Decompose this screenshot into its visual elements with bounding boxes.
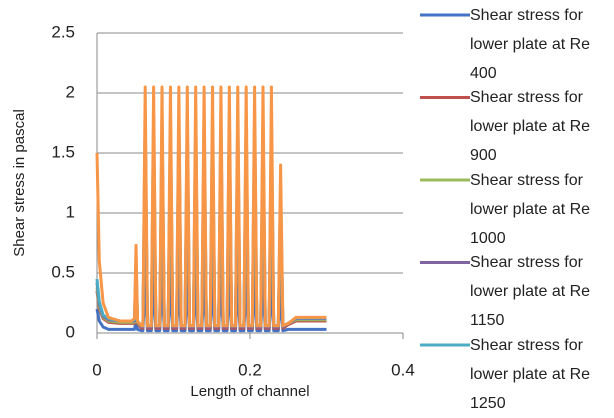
y-axis-title: Shear stress in pascal	[11, 109, 28, 257]
y-tick-label: 0	[66, 322, 75, 341]
x-tick-label: 0	[92, 360, 101, 379]
chart: Shear stress in pascal Length of channel…	[11, 13, 470, 400]
x-tick-label: 0.4	[391, 360, 415, 379]
y-tick-label: 2	[66, 82, 75, 101]
series-line	[95, 85, 327, 328]
x-tick-label: 0.2	[238, 360, 262, 379]
legend-label: Shear stress for lower plate at Re 400	[470, 6, 591, 82]
legend-label: Shear stress for lower plate at Re 1250	[470, 336, 591, 412]
legend-label: Shear stress for lower plate at Re 1000	[470, 171, 591, 247]
x-axis-title: Length of channel	[190, 383, 309, 400]
y-tick-label: 1	[66, 202, 75, 221]
legend-label: Shear stress for lower plate at Re 900	[470, 89, 591, 164]
y-tick-label: 0.5	[51, 262, 75, 281]
legend-label: Shear stress for lower plate at Re 1150	[470, 254, 591, 329]
page: {"chart_data": {"type": "line", "x_label…	[10, 6, 591, 412]
y-tick-label: 1.5	[51, 142, 75, 161]
y-tick-label: 2.5	[51, 22, 75, 41]
